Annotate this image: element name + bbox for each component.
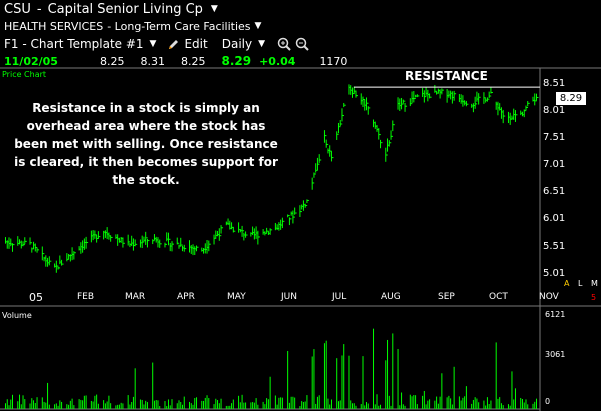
price-bars <box>5 84 539 273</box>
month-label-sep: SEP <box>438 292 455 302</box>
chevron-down-icon[interactable]: ▼ <box>254 21 262 31</box>
price-tick-label: 5.01 <box>543 267 566 279</box>
quote-open: 8.25 <box>99 54 125 68</box>
volume-bars <box>5 328 537 409</box>
zoom-out-icon[interactable] <box>295 37 309 51</box>
annotation-text: Resistance in a stock is simply an overh… <box>14 101 278 187</box>
current-price-tag: 8.29 <box>556 92 586 105</box>
quote-change: +0.04 <box>259 54 296 68</box>
chevron-down-icon[interactable]: ▼ <box>149 39 157 49</box>
edit-button[interactable]: Edit <box>184 37 208 51</box>
quote-volume: 1170 <box>319 54 348 68</box>
month-label-feb: FEB <box>77 292 95 302</box>
price-tick-label: 6.01 <box>543 213 566 225</box>
quote-date: 11/02/05 <box>4 54 58 68</box>
volume-tick-zero: 0 <box>545 397 551 406</box>
period-select[interactable]: Daily <box>221 37 253 51</box>
toolbar: F1 - Chart Template #1 ▼ Edit Daily ▼ <box>0 35 309 53</box>
price-chart-label: Price Chart <box>2 70 47 79</box>
sector-bar: HEALTH SERVICES - Long-Term Care Facilit… <box>0 17 261 35</box>
month-label-jun: JUN <box>281 292 297 302</box>
sector-name: HEALTH SERVICES <box>4 19 104 33</box>
industry-name: - Long-Term Care Facilities <box>107 19 251 33</box>
title-separator: - <box>36 1 42 17</box>
month-label-apr: APR <box>177 292 195 302</box>
flag-l[interactable]: L <box>578 279 583 288</box>
quote-close: 8.29 <box>221 54 252 68</box>
month-label-may: MAY <box>227 292 246 302</box>
price-tick-label: 7.01 <box>543 159 566 171</box>
month-label-oct: OCT <box>489 292 508 302</box>
volume-tick-mid: 3061 <box>545 350 566 359</box>
price-tick-label: 7.51 <box>543 132 566 144</box>
resistance-label: RESISTANCE <box>405 69 488 83</box>
month-label-nov: NOV <box>539 292 559 302</box>
volume-tick-max: 6121 <box>545 310 566 319</box>
volume-label: Volume <box>2 311 32 320</box>
symbol[interactable]: CSU <box>4 1 31 17</box>
year-label: 05 <box>29 291 43 304</box>
flag-five[interactable]: 5 <box>591 293 597 302</box>
title-bar: CSU - Capital Senior Living Cp ▼ <box>0 0 218 18</box>
price-tick-label: 6.51 <box>543 186 566 198</box>
month-label-aug: AUG <box>381 292 401 302</box>
month-label-jul: JUL <box>332 292 347 302</box>
flag-a[interactable]: A <box>564 279 570 288</box>
quote-high: 8.31 <box>140 54 165 68</box>
edit-pencil-icon[interactable] <box>168 38 180 50</box>
quote-low: 8.25 <box>180 54 206 68</box>
price-tick-label: 8.01 <box>543 105 566 116</box>
month-label-mar: MAR <box>125 292 146 302</box>
zoom-in-icon[interactable] <box>277 37 291 51</box>
chart-template-select[interactable]: F1 - Chart Template #1 <box>4 37 144 51</box>
price-tick-label: 5.51 <box>543 240 566 252</box>
quote-bar: 11/02/05 8.25 8.31 8.25 8.29 +0.04 1170 <box>0 52 347 70</box>
price-tick-label: 8.51 <box>543 77 566 89</box>
chevron-down-icon[interactable]: ▼ <box>210 4 218 14</box>
company-name: Capital Senior Living Cp <box>47 1 203 17</box>
flag-m[interactable]: M <box>591 279 598 288</box>
chevron-down-icon[interactable]: ▼ <box>258 39 266 49</box>
